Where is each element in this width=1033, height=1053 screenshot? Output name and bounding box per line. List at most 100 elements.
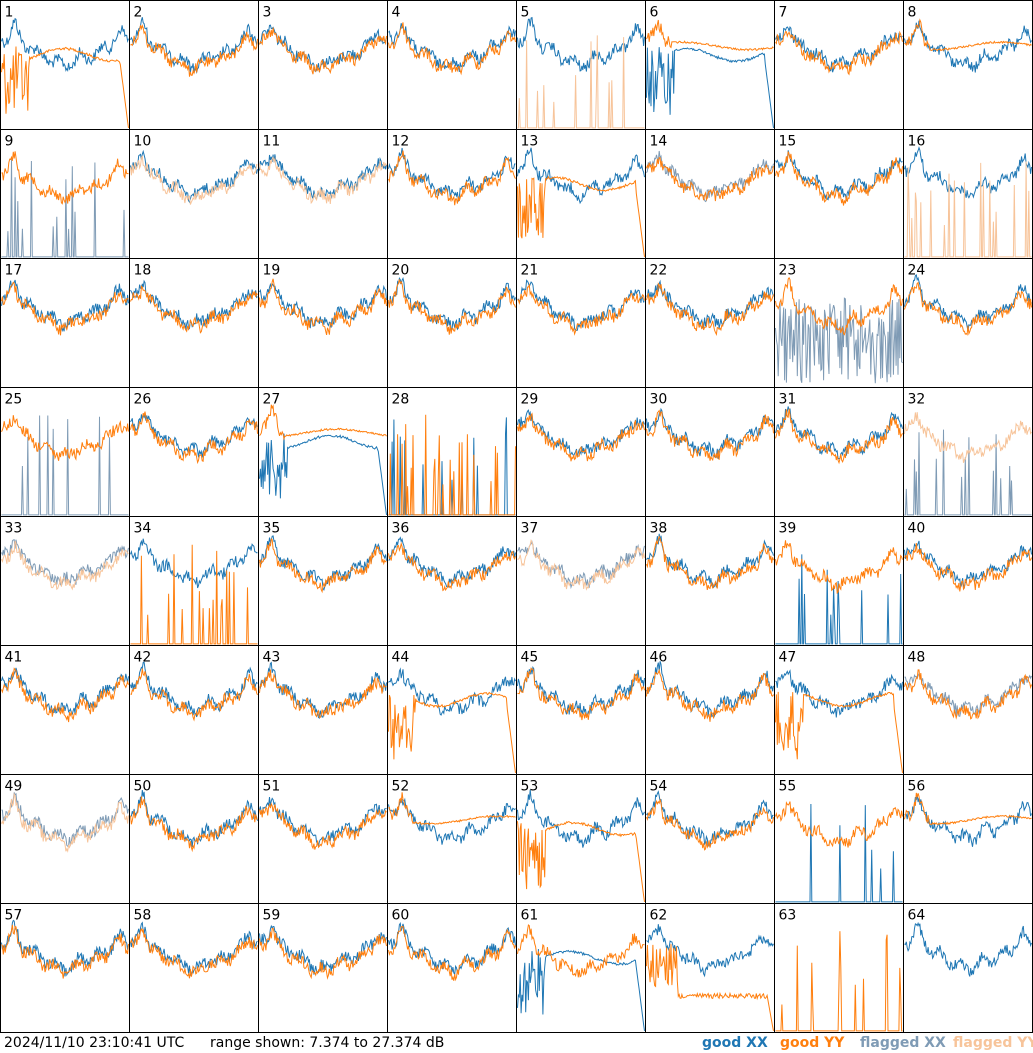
series-yy-panel-49 (1, 792, 129, 853)
series-yy-panel-51 (259, 802, 387, 850)
series-yy-panel-10 (130, 155, 258, 205)
series-xx-panel-42 (130, 661, 258, 718)
panel-label-6: 6 (650, 5, 659, 21)
panel-32: 32 (903, 387, 1033, 517)
series-xx-panel-49 (1, 792, 129, 847)
legend-flagged-xx: flagged XX (860, 1035, 946, 1051)
panel-label-8: 8 (908, 5, 917, 21)
series-yy-panel-6 (646, 19, 774, 52)
series-xx-panel-19 (259, 282, 387, 329)
series-yy-panel-63 (775, 931, 903, 1032)
panel-47: 47 (774, 645, 904, 775)
series-yy-panel-29 (517, 412, 645, 462)
series-xx-panel-44 (388, 667, 516, 716)
series-xx-panel-16 (904, 146, 1032, 199)
series-xx-panel-29 (517, 409, 645, 457)
series-xx-panel-52 (388, 797, 516, 845)
panel-label-5: 5 (521, 5, 530, 21)
panel-label-3: 3 (263, 5, 272, 21)
series-xx-panel-56 (904, 794, 1032, 847)
panel-46: 46 (645, 645, 775, 775)
series-yy-panel-56 (904, 792, 1032, 826)
series-xx-panel-34 (130, 538, 258, 589)
panel-label-35: 35 (263, 521, 281, 537)
panel-7: 7 (774, 0, 904, 130)
panel-label-46: 46 (650, 650, 668, 666)
panel-label-57: 57 (5, 908, 23, 924)
panel-label-30: 30 (650, 392, 668, 408)
series-yy-panel-47 (775, 691, 903, 773)
series-yy-panel-34 (130, 544, 258, 645)
series-xx-panel-15 (775, 150, 903, 202)
series-yy-panel-58 (130, 927, 258, 979)
panel-30: 30 (645, 387, 775, 517)
panel-label-9: 9 (5, 134, 14, 150)
series-yy-panel-36 (388, 541, 516, 592)
series-xx-panel-20 (388, 276, 516, 332)
series-xx-panel-10 (130, 149, 258, 204)
panel-label-22: 22 (650, 263, 668, 279)
panel-19: 19 (258, 258, 388, 388)
series-yy-panel-53 (517, 821, 645, 902)
panel-57: 57 (0, 903, 130, 1033)
series-yy-panel-40 (904, 543, 1032, 592)
panel-label-61: 61 (521, 908, 539, 924)
series-yy-panel-41 (1, 667, 129, 723)
panel-54: 54 (645, 774, 775, 904)
panel-10: 10 (129, 129, 259, 259)
panel-60: 60 (387, 903, 517, 1033)
panel-53: 53 (516, 774, 646, 904)
panel-24: 24 (903, 258, 1033, 388)
series-yy-panel-21 (517, 283, 645, 336)
series-xx-panel-50 (130, 790, 258, 847)
panel-label-53: 53 (521, 779, 539, 795)
panel-label-15: 15 (779, 134, 797, 150)
series-yy-panel-2 (130, 24, 258, 77)
series-yy-panel-3 (259, 27, 387, 75)
series-xx-panel-61 (517, 948, 645, 1031)
panel-label-50: 50 (134, 779, 152, 795)
series-yy-panel-11 (259, 156, 387, 205)
panel-label-62: 62 (650, 908, 668, 924)
panel-25: 25 (0, 387, 130, 517)
panel-label-23: 23 (779, 263, 797, 279)
series-xx-panel-5 (517, 16, 645, 72)
legend-good-yy: good YY (780, 1035, 845, 1051)
panel-61: 61 (516, 903, 646, 1033)
panel-43: 43 (258, 645, 388, 775)
panel-36: 36 (387, 516, 517, 646)
panel-label-55: 55 (779, 779, 797, 795)
series-yy-panel-45 (517, 667, 645, 721)
panel-17: 17 (0, 258, 130, 388)
panel-5: 5 (516, 0, 646, 130)
series-xx-panel-38 (646, 533, 774, 589)
series-yy-panel-61 (517, 924, 645, 978)
panel-56: 56 (903, 774, 1033, 904)
panel-39: 39 (774, 516, 904, 646)
panel-label-19: 19 (263, 263, 281, 279)
series-xx-panel-3 (259, 24, 387, 73)
series-yy-panel-43 (259, 669, 387, 718)
panel-label-24: 24 (908, 263, 926, 279)
panel-27: 27 (258, 387, 388, 517)
panel-label-36: 36 (392, 521, 410, 537)
panel-label-31: 31 (779, 392, 797, 408)
series-yy-panel-33 (1, 540, 129, 591)
panel-29: 29 (516, 387, 646, 517)
panel-label-60: 60 (392, 908, 410, 924)
series-yy-panel-12 (388, 150, 516, 206)
panel-label-45: 45 (521, 650, 539, 666)
panel-label-64: 64 (908, 908, 926, 924)
series-yy-panel-31 (775, 408, 903, 465)
series-yy-panel-38 (646, 535, 774, 590)
series-yy-panel-62 (646, 944, 774, 1031)
panel-26: 26 (129, 387, 259, 517)
series-xx-panel-11 (259, 154, 387, 201)
panel-31: 31 (774, 387, 904, 517)
panel-45: 45 (516, 645, 646, 775)
panel-52: 52 (387, 774, 517, 904)
series-xx-panel-45 (517, 665, 645, 716)
series-xx-panel-12 (388, 147, 516, 202)
panel-label-2: 2 (134, 5, 143, 21)
panel-label-41: 41 (5, 650, 23, 666)
